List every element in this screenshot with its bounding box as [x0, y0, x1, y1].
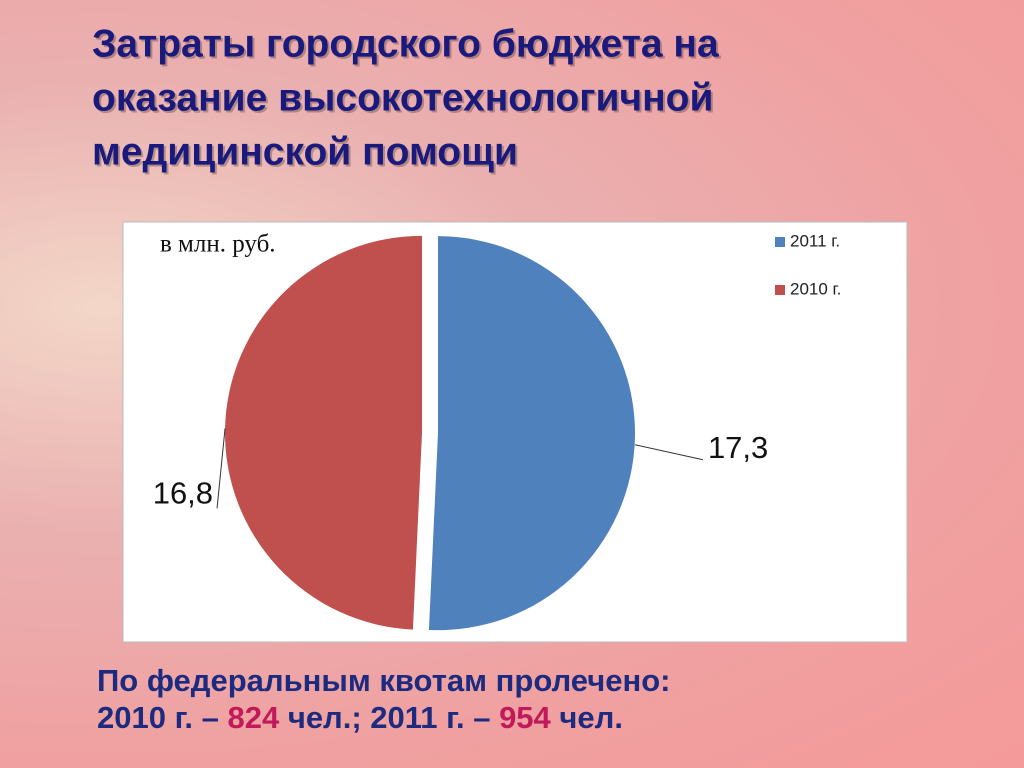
- data-label: 17,3: [708, 430, 768, 465]
- footer-number: 824: [227, 700, 279, 735]
- title: медицинской помощи: [92, 130, 518, 173]
- legend-swatch: [775, 285, 785, 295]
- pie-slice: [225, 235, 423, 630]
- legend-label: 2010 г.: [790, 279, 841, 298]
- title: Затраты городского бюджета на: [92, 22, 719, 65]
- footer-text: 2010 г. –: [97, 700, 227, 735]
- pie-slice: [428, 236, 635, 631]
- legend-label: 2011 г.: [790, 231, 840, 250]
- leader-line: [634, 444, 704, 461]
- legend-swatch: [775, 237, 785, 247]
- subtitle: в млн. руб.: [160, 231, 276, 258]
- data-label: 16,8: [153, 475, 213, 510]
- title: оказание высокотехнологичной: [92, 76, 713, 119]
- leader-line: [216, 428, 226, 509]
- title-shadow: Затраты городского бюджета на: [94, 24, 721, 67]
- title-shadow: медицинской помощи: [94, 132, 520, 175]
- footer-text: чел.; 2011 г. –: [279, 700, 499, 735]
- footer-text: чел.: [551, 700, 623, 735]
- footer-line: 2010 г. – 824 чел.; 2011 г. – 954 чел.: [97, 700, 623, 735]
- title-shadow: оказание высокотехнологичной: [94, 78, 715, 121]
- footer-number: 954: [499, 700, 551, 735]
- footer-line: По федеральным квотам пролечено:: [97, 663, 670, 698]
